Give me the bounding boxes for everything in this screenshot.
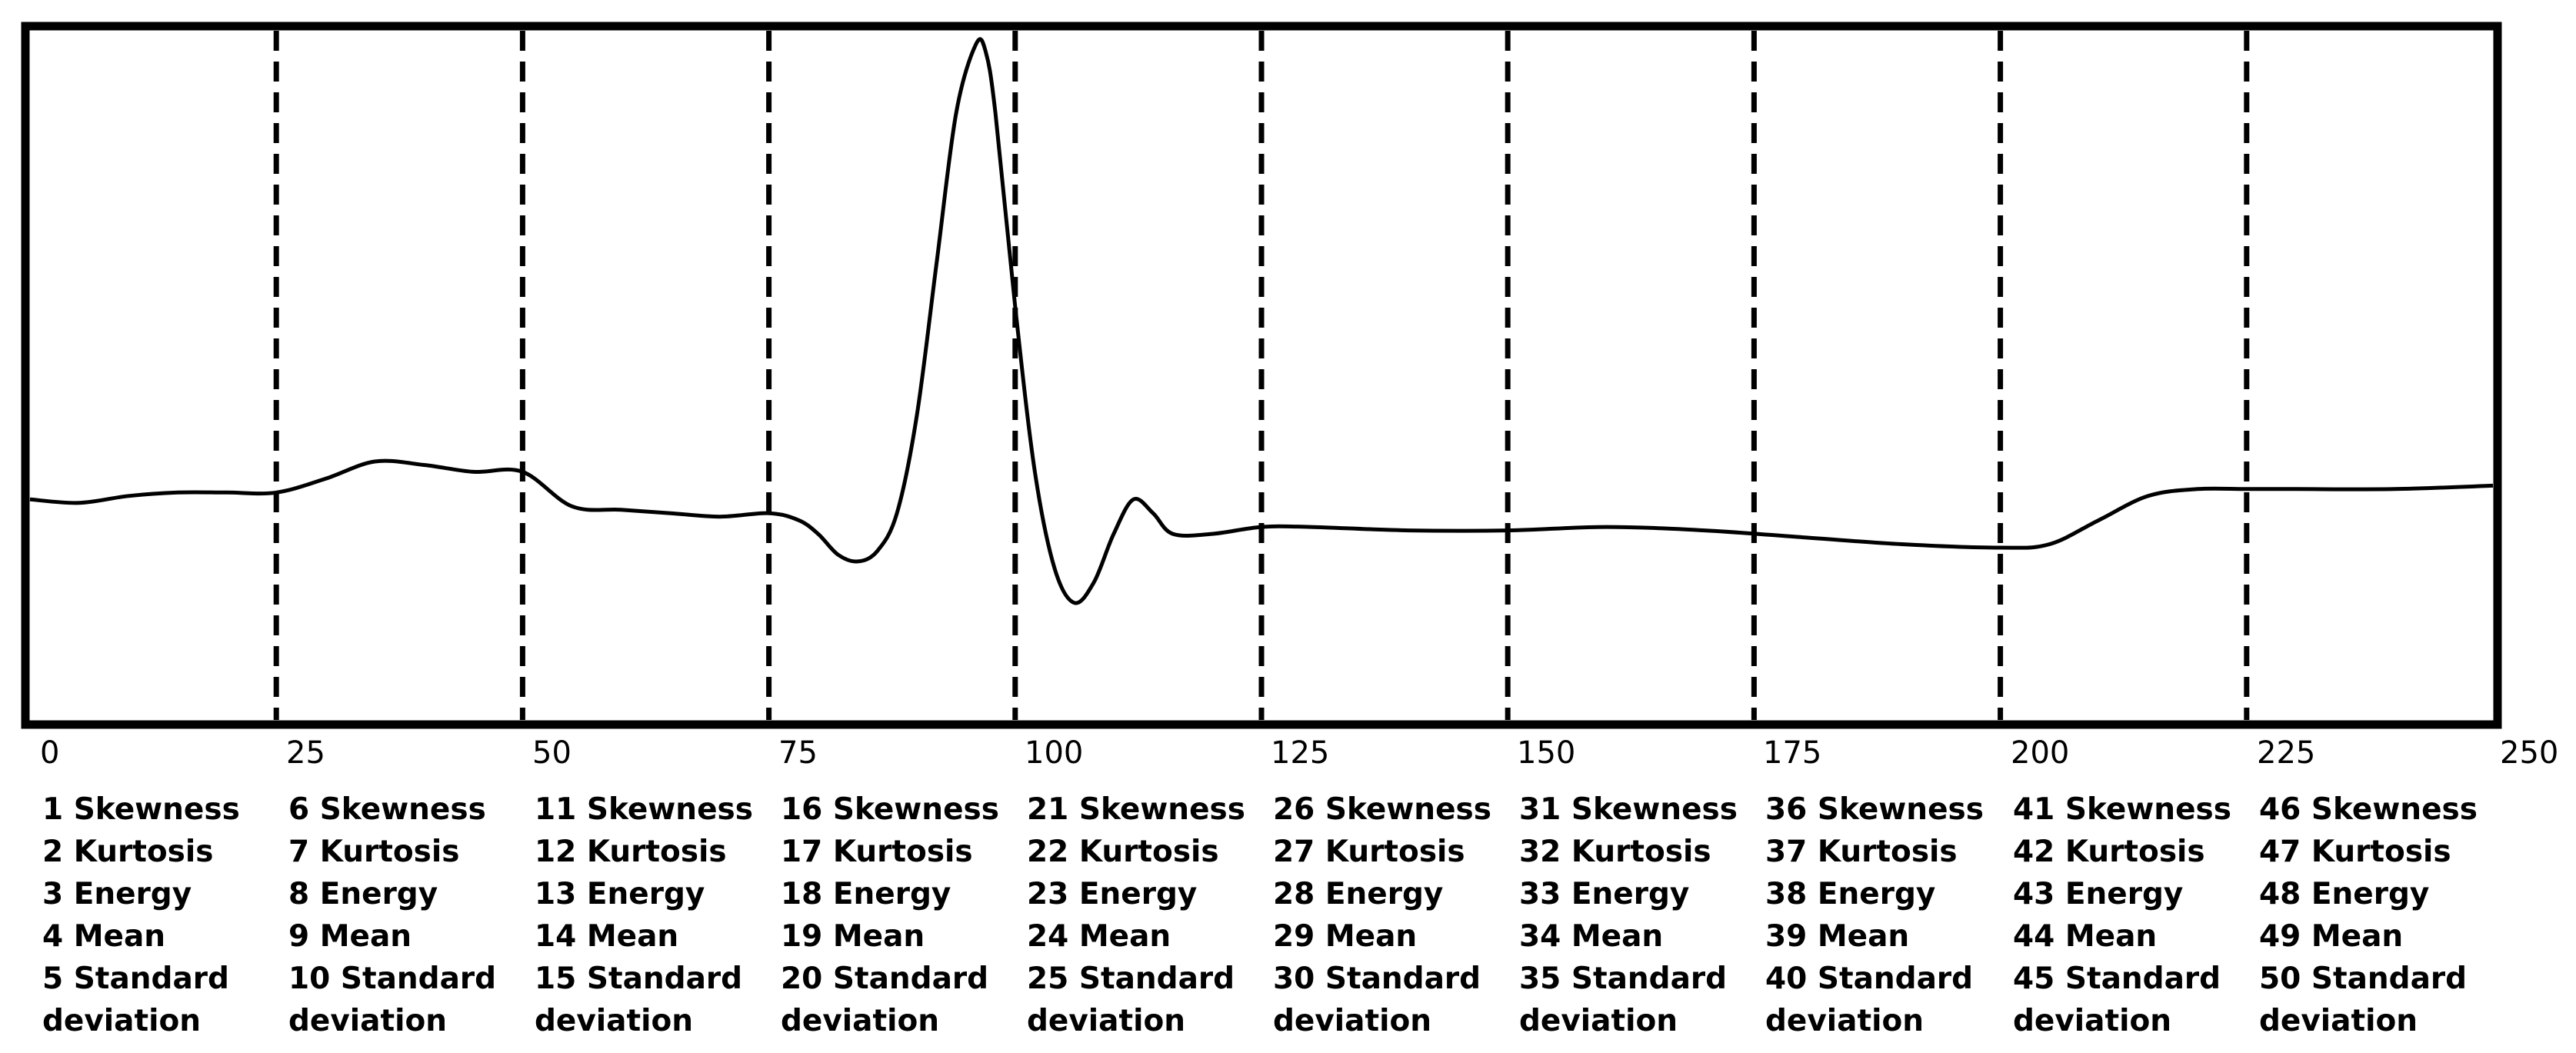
feature-item: 25 Standard deviation xyxy=(1027,961,1235,1038)
feature-item: 37 Kurtosis xyxy=(1765,835,1958,869)
feature-item: 5 Standard deviation xyxy=(42,961,229,1038)
feature-item: 40 Standard deviation xyxy=(1765,961,1974,1038)
x-tick-label: 175 xyxy=(1763,735,1822,771)
feature-item: 14 Mean xyxy=(535,919,679,954)
feature-item: 48 Energy xyxy=(2259,877,2430,911)
x-tick-label: 200 xyxy=(2011,735,2070,771)
feature-item: 15 Standard deviation xyxy=(535,961,743,1038)
feature-column: 21 Skewness 22 Kurtosis 23 Energy 24 Mean 25… xyxy=(1027,788,1265,1042)
feature-item: 20 Standard deviation xyxy=(781,961,989,1038)
feature-item: 22 Kurtosis xyxy=(1027,835,1219,869)
feature-item: 1 Skewness xyxy=(42,792,240,827)
feature-item: 19 Mean xyxy=(781,919,925,954)
feature-item: 7 Kurtosis xyxy=(288,835,460,869)
feature-column: 11 Skewness 12 Kurtosis 13 Energy 14 Mean 15… xyxy=(535,788,773,1042)
feature-item: 13 Energy xyxy=(535,877,705,911)
feature-item: 43 Energy xyxy=(2013,877,2184,911)
feature-item: 36 Skewness xyxy=(1765,792,1984,827)
feature-column: 16 Skewness 17 Kurtosis 18 Energy 19 Mean 20… xyxy=(781,788,1019,1042)
feature-item: 33 Energy xyxy=(1519,877,1690,911)
feature-column: 26 Skewness 27 Kurtosis 28 Energy 29 Mean 30… xyxy=(1273,788,1511,1042)
feature-item: 10 Standard deviation xyxy=(288,961,497,1038)
feature-column: 31 Skewness 32 Kurtosis 33 Energy 34 Mean 35… xyxy=(1519,788,1758,1042)
feature-item: 29 Mean xyxy=(1273,919,1418,954)
feature-item: 32 Kurtosis xyxy=(1519,835,1711,869)
x-tick-label: 50 xyxy=(532,735,572,771)
feature-item: 35 Standard deviation xyxy=(1519,961,1728,1038)
feature-item: 46 Skewness xyxy=(2259,792,2478,827)
feature-item: 45 Standard deviation xyxy=(2013,961,2221,1038)
feature-item: 39 Mean xyxy=(1765,919,1910,954)
feature-item: 30 Standard deviation xyxy=(1273,961,1481,1038)
segment-boundaries xyxy=(273,31,2250,720)
feature-item: 9 Mean xyxy=(288,919,412,954)
feature-item: 4 Mean xyxy=(42,919,166,954)
feature-item: 28 Energy xyxy=(1273,877,1444,911)
x-tick-label: 250 xyxy=(2500,735,2559,771)
feature-item: 47 Kurtosis xyxy=(2259,835,2451,869)
feature-column: 41 Skewness 42 Kurtosis 43 Energy 44 Mean 45… xyxy=(2013,788,2251,1042)
x-tick-label: 0 xyxy=(40,735,60,771)
x-tick-label: 100 xyxy=(1025,735,1084,771)
feature-item: 18 Energy xyxy=(781,877,951,911)
x-tick-label: 25 xyxy=(286,735,325,771)
feature-column: 6 Skewness 7 Kurtosis 8 Energy 9 Mean 10 Sta… xyxy=(288,788,527,1042)
feature-item: 2 Kurtosis xyxy=(42,835,214,869)
feature-item: 6 Skewness xyxy=(288,792,486,827)
feature-item: 21 Skewness xyxy=(1027,792,1245,827)
feature-item: 16 Skewness xyxy=(781,792,999,827)
x-tick-label: 75 xyxy=(778,735,818,771)
feature-item: 38 Energy xyxy=(1765,877,1936,911)
chart-frame xyxy=(21,22,2502,729)
feature-item: 23 Energy xyxy=(1027,877,1198,911)
feature-item: 42 Kurtosis xyxy=(2013,835,2205,869)
signal-line xyxy=(29,37,2494,605)
feature-column: 36 Skewness 37 Kurtosis 38 Energy 39 Mean 40… xyxy=(1765,788,2004,1042)
feature-item: 17 Kurtosis xyxy=(781,835,973,869)
feature-item: 41 Skewness xyxy=(2013,792,2231,827)
feature-item: 8 Energy xyxy=(288,877,438,911)
x-tick-label: 125 xyxy=(1271,735,1330,771)
x-tick-label: 225 xyxy=(2257,735,2316,771)
feature-item: 34 Mean xyxy=(1519,919,1664,954)
feature-item: 11 Skewness xyxy=(535,792,753,827)
feature-item: 49 Mean xyxy=(2259,919,2404,954)
feature-item: 50 Standard deviation xyxy=(2259,961,2468,1038)
feature-item: 3 Energy xyxy=(42,877,192,911)
feature-item: 24 Mean xyxy=(1027,919,1171,954)
feature-item: 44 Mean xyxy=(2013,919,2158,954)
feature-item: 12 Kurtosis xyxy=(535,835,727,869)
feature-column: 1 Skewness 2 Kurtosis 3 Energy 4 Mean 5 Stan… xyxy=(42,788,281,1042)
feature-item: 31 Skewness xyxy=(1519,792,1738,827)
signal-chart xyxy=(21,22,2502,729)
x-tick-label: 150 xyxy=(1517,735,1576,771)
feature-item: 26 Skewness xyxy=(1273,792,1491,827)
feature-item: 27 Kurtosis xyxy=(1273,835,1465,869)
feature-column: 46 Skewness 47 Kurtosis 48 Energy 49 Mean 50… xyxy=(2259,788,2498,1042)
